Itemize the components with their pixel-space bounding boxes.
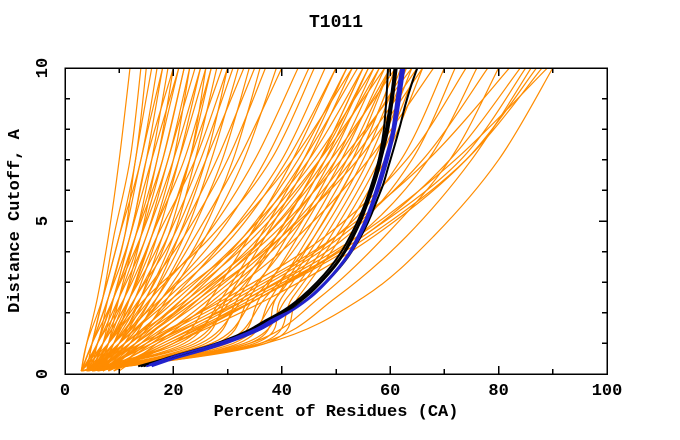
- prediction-curve: [86, 68, 229, 372]
- prediction-curve: [86, 68, 348, 372]
- highlight-curve: [151, 68, 406, 368]
- x-tick-label: 80: [488, 382, 508, 401]
- prediction-curve: [86, 68, 532, 372]
- prediction-curve: [102, 68, 207, 372]
- x-tick-label: 20: [163, 382, 183, 401]
- y-axis-label: Distance Cutoff, A: [6, 128, 25, 312]
- y-tick-label: 0: [34, 369, 53, 379]
- prediction-curve: [91, 68, 467, 372]
- prediction-curve: [97, 68, 510, 372]
- x-tick-label: 0: [60, 382, 70, 401]
- prediction-curve: [92, 68, 554, 372]
- prediction-curve: [102, 68, 489, 372]
- prediction-curve: [91, 68, 180, 372]
- x-axis-label: Percent of Residues (CA): [214, 403, 459, 422]
- prediction-curve: [86, 68, 370, 372]
- prediction-curve: [97, 68, 212, 372]
- prediction-curve: [97, 68, 548, 372]
- prediction-curve: [86, 68, 147, 372]
- prediction-curve: [81, 68, 353, 372]
- highlight-curves: [146, 68, 406, 368]
- y-tick-label: 5: [34, 216, 53, 226]
- prediction-curve: [91, 68, 397, 372]
- prediction-curve: [96, 68, 174, 372]
- prediction-curves: [80, 68, 554, 372]
- x-tick-label: 100: [592, 382, 623, 401]
- prediction-curve: [102, 68, 527, 372]
- highlight-curve: [148, 68, 404, 366]
- x-tick-label: 60: [380, 382, 400, 401]
- prediction-curve: [97, 68, 402, 372]
- y-tick-label: 10: [34, 58, 53, 78]
- prediction-curve: [91, 68, 380, 372]
- axes: [64, 67, 608, 375]
- x-tick-label: 40: [272, 382, 292, 401]
- prediction-curve: [91, 68, 500, 372]
- tick-labels: 0 20 40 60 80 100 0 5 10: [34, 58, 622, 401]
- prediction-curve: [81, 68, 391, 372]
- chart-title: T1011: [309, 13, 363, 33]
- prediction-curve: [81, 68, 413, 372]
- prediction-curve: [81, 68, 364, 372]
- prediction-curve: [108, 68, 537, 372]
